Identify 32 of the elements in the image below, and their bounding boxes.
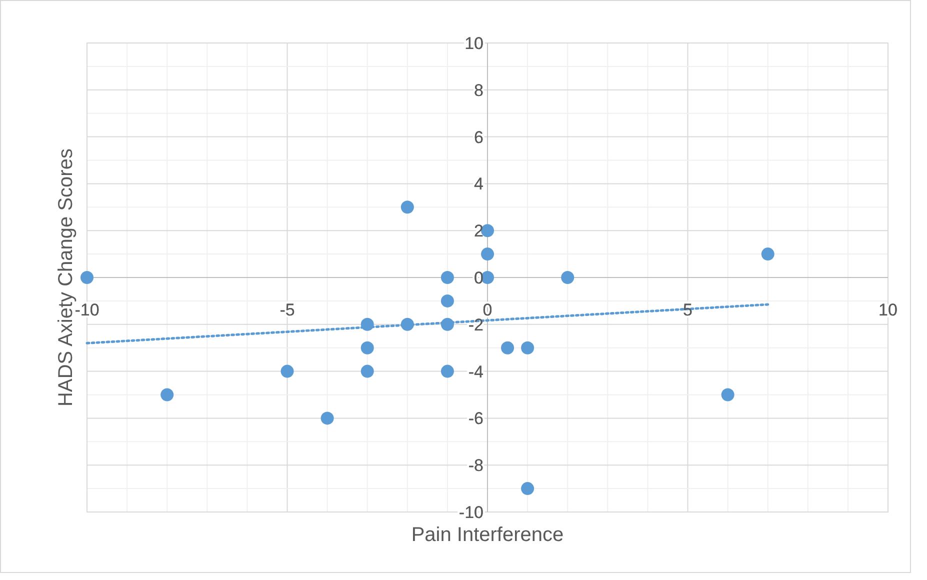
point — [440, 364, 454, 378]
y-tick-label: -8 — [468, 456, 484, 476]
point — [521, 482, 534, 496]
point — [480, 248, 494, 261]
point — [440, 271, 454, 284]
y-tick-label: -6 — [468, 409, 484, 428]
point — [440, 294, 454, 308]
point — [521, 341, 534, 354]
y-tick-label: -10 — [458, 503, 484, 522]
point — [280, 364, 294, 378]
y-tick-label: 6 — [474, 128, 484, 147]
x-axis-title: Pain Interference — [411, 524, 564, 546]
point — [360, 364, 374, 378]
point — [501, 341, 514, 354]
y-tick-label: -4 — [468, 362, 484, 382]
point — [761, 248, 774, 261]
y-tick-label: 10 — [464, 34, 484, 53]
x-tick-label: -10 — [74, 300, 100, 320]
y-tick-label: 8 — [474, 80, 484, 100]
y-tick-label: 4 — [474, 174, 484, 194]
point — [400, 200, 414, 214]
point — [320, 412, 334, 425]
y-tick-label: 0 — [474, 268, 484, 288]
y-tick-label: 2 — [474, 222, 484, 241]
point — [80, 271, 94, 284]
point — [561, 271, 574, 284]
point — [360, 341, 374, 354]
y-axis-title: HADS Axiety Change Scores — [55, 148, 77, 406]
x-tick-label: 10 — [878, 300, 898, 320]
x-tick-label: -5 — [280, 300, 295, 320]
point — [721, 388, 734, 402]
point — [160, 388, 174, 402]
